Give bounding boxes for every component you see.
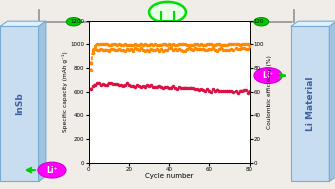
- Text: Li Material: Li Material: [306, 77, 315, 131]
- Y-axis label: Coulombic efficiency (%): Coulombic efficiency (%): [267, 55, 272, 129]
- Text: Li⁺: Li⁺: [46, 166, 58, 175]
- Text: InSb: InSb: [15, 93, 24, 115]
- Polygon shape: [329, 21, 335, 181]
- Circle shape: [66, 18, 81, 26]
- Polygon shape: [291, 26, 329, 181]
- X-axis label: Cycle number: Cycle number: [145, 173, 193, 179]
- Circle shape: [38, 162, 66, 178]
- Circle shape: [190, 93, 222, 111]
- Circle shape: [149, 2, 186, 23]
- Polygon shape: [0, 26, 39, 181]
- Polygon shape: [39, 21, 46, 181]
- Circle shape: [254, 18, 269, 26]
- Circle shape: [254, 68, 282, 84]
- Y-axis label: Specific capacity (mAh g⁻¹): Specific capacity (mAh g⁻¹): [62, 51, 68, 132]
- Polygon shape: [291, 21, 335, 26]
- Text: Li⁺: Li⁺: [262, 71, 274, 80]
- Text: Li⁺: Li⁺: [200, 98, 212, 107]
- Polygon shape: [0, 21, 46, 26]
